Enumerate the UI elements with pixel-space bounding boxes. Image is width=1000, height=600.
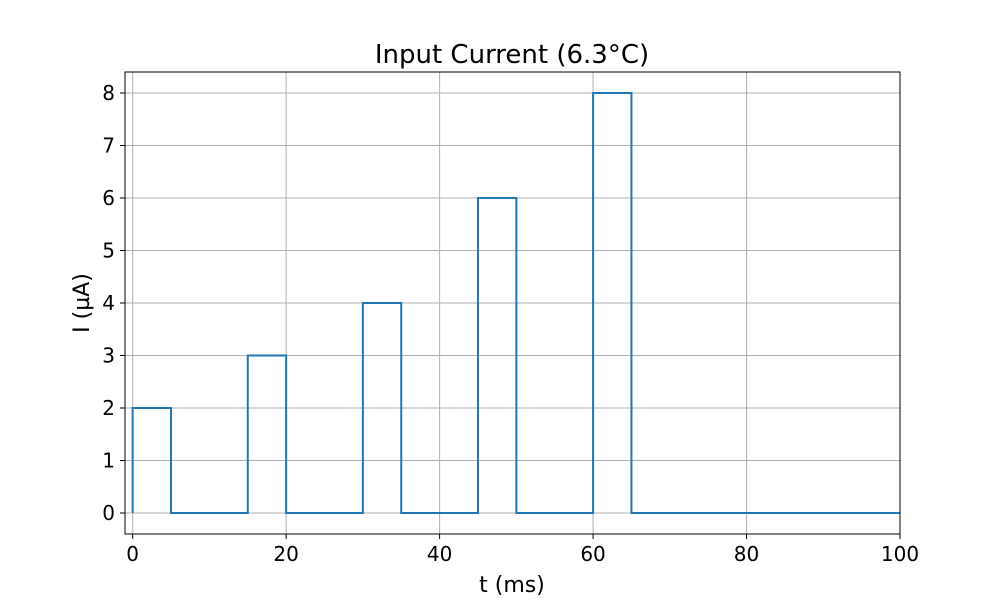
y-tick-label: 0 — [102, 501, 115, 525]
x-tick-label: 100 — [881, 542, 919, 566]
x-axis-label: t (ms) — [479, 573, 545, 598]
y-tick-label: 4 — [102, 291, 115, 315]
grid — [125, 72, 901, 534]
y-tick-label: 2 — [102, 396, 115, 420]
chart-title: Input Current (6.3°C) — [375, 40, 649, 70]
y-tick-label: 7 — [102, 134, 115, 158]
y-tick-label: 8 — [102, 81, 115, 105]
y-tick-label: 5 — [102, 239, 115, 263]
y-tick-label: 6 — [102, 186, 115, 210]
y-ticks: 0 1 2 3 4 5 6 7 8 — [102, 81, 125, 525]
x-tick-label: 60 — [580, 542, 605, 566]
x-tick-label: 40 — [427, 542, 452, 566]
y-axis-label: I (µA) — [70, 273, 95, 333]
x-tick-label: 80 — [734, 542, 759, 566]
y-tick-label: 1 — [102, 449, 115, 473]
series-line — [131, 92, 900, 514]
x-tick-label: 0 — [126, 542, 139, 566]
x-tick-label: 20 — [273, 542, 298, 566]
series-layer — [131, 92, 900, 514]
y-tick-label: 3 — [102, 344, 115, 368]
x-ticks: 0 20 40 60 80 100 — [126, 534, 919, 566]
